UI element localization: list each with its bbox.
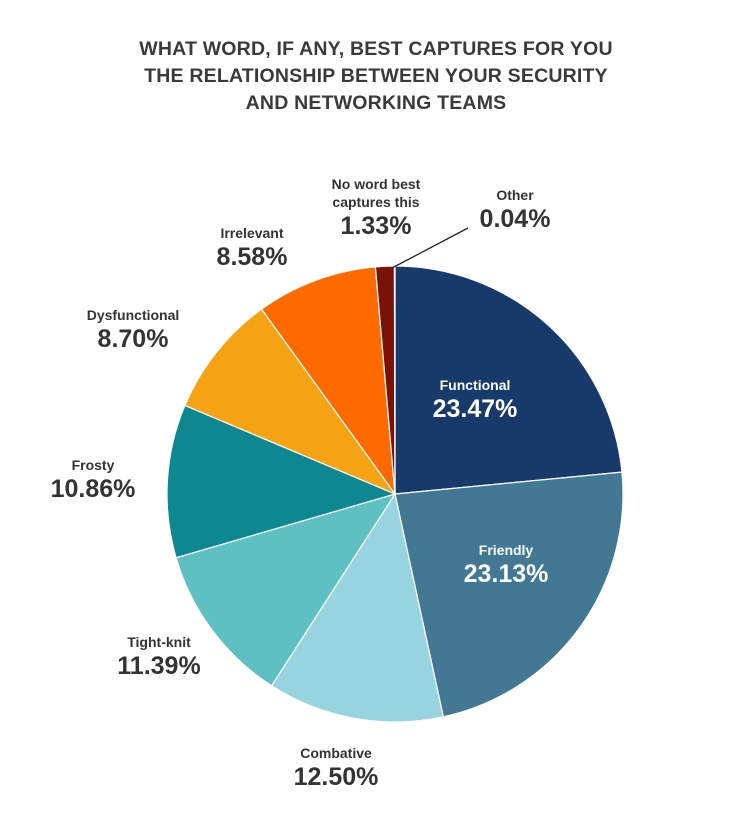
chart-title-line: WHAT WORD, IF ANY, BEST CAPTURES FOR YOU [139, 38, 613, 60]
slice-value-irrelevant: 8.58% [217, 243, 288, 271]
slice-value-tight-knit: 11.39% [117, 652, 200, 680]
slice-label-no-word-best-captures-this: No word best [332, 176, 421, 192]
other-leader-line [391, 227, 469, 269]
slice-value-frosty: 10.86% [51, 475, 136, 503]
pie-slice-other [393, 265, 396, 495]
pie-slice-functional [394, 265, 623, 495]
slice-label-no-word-best-captures-this: captures this [332, 194, 419, 210]
slice-value-functional: 23.47% [433, 395, 518, 423]
slice-value-combative: 12.50% [294, 763, 379, 791]
pie-labels: Functional 23.47% Friendly 23.13% Combative 1… [51, 176, 551, 791]
slice-label-functional: Functional [440, 377, 511, 393]
slice-label-irrelevant: Irrelevant [220, 225, 283, 241]
slice-label-other: Other [496, 187, 534, 203]
slice-value-friendly: 23.13% [464, 560, 549, 588]
slice-value-no-word-best-captures-this: 1.33% [341, 212, 412, 240]
pie-slice-irrelevant [260, 266, 396, 495]
slice-label-dysfunctional: Dysfunctional [87, 307, 180, 323]
pie-slice-dysfunctional [184, 308, 396, 495]
slice-value-other: 0.04% [480, 205, 551, 233]
pie-slice-frosty [166, 404, 396, 559]
chart-title-line: THE RELATIONSHIP BETWEEN YOUR SECURITY [144, 65, 608, 87]
slice-label-frosty: Frosty [72, 457, 115, 473]
pie-slice-combative [271, 493, 444, 723]
pie-slices [166, 265, 624, 723]
slice-label-tight-knit: Tight-knit [127, 634, 191, 650]
slice-value-dysfunctional: 8.70% [98, 325, 169, 353]
chart-title: WHAT WORD, IF ANY, BEST CAPTURES FOR YOU… [0, 36, 752, 117]
slice-label-combative: Combative [300, 745, 372, 761]
pie-slice-friendly [394, 471, 624, 718]
slice-label-friendly: Friendly [479, 542, 534, 558]
chart-title-line: AND NETWORKING TEAMS [245, 92, 507, 114]
